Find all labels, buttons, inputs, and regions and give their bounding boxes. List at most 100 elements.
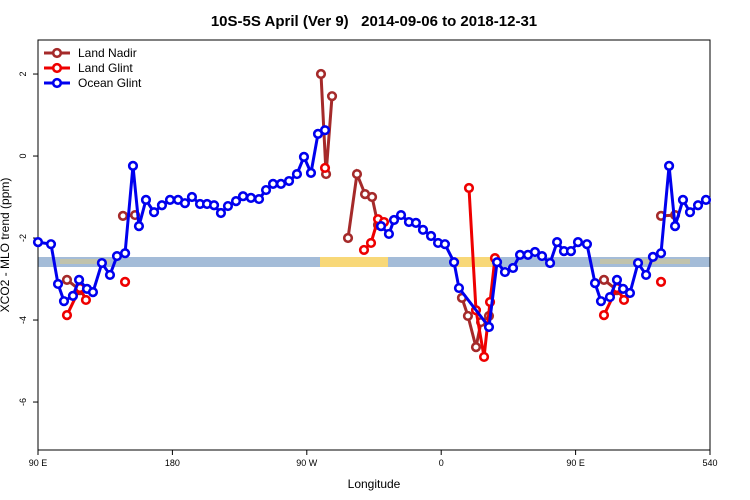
data-point	[222, 200, 234, 212]
data-point	[366, 191, 378, 203]
data-point	[179, 198, 191, 209]
data-point	[298, 151, 310, 162]
data-point	[365, 237, 377, 249]
data-point	[133, 221, 145, 232]
data-point	[96, 257, 108, 269]
legend-label: Ocean Glint	[78, 76, 142, 90]
data-point	[230, 196, 242, 207]
legend-marker	[51, 47, 63, 59]
data-point	[655, 276, 667, 288]
y-tick-label: -4	[18, 316, 28, 324]
data-point	[383, 228, 395, 240]
data-point	[305, 167, 317, 178]
data-point	[315, 68, 327, 80]
data-point	[148, 207, 160, 218]
data-point	[439, 239, 451, 250]
data-point	[499, 266, 511, 278]
data-point	[618, 294, 630, 306]
data-point	[253, 193, 265, 205]
data-point	[565, 246, 577, 257]
data-point	[491, 257, 503, 268]
data-point	[700, 194, 712, 205]
data-point	[117, 210, 129, 221]
data-point	[358, 244, 370, 256]
data-point	[326, 91, 338, 102]
data-point	[453, 282, 465, 294]
data-point	[514, 249, 526, 260]
data-point	[375, 221, 387, 232]
land-band	[456, 257, 500, 267]
data-point	[544, 257, 556, 269]
data-point	[208, 200, 220, 211]
data-point	[663, 160, 675, 171]
data-point	[245, 192, 257, 203]
data-point	[581, 239, 593, 250]
data-point	[692, 200, 704, 211]
land-band	[600, 259, 690, 264]
x-axis-label: Longitude	[348, 477, 401, 491]
data-point	[611, 274, 623, 285]
data-point	[342, 232, 354, 244]
data-point	[119, 276, 131, 288]
land-band	[320, 257, 388, 267]
data-point	[463, 182, 475, 194]
data-point	[572, 237, 584, 248]
data-point	[104, 269, 116, 281]
data-point	[275, 178, 287, 190]
data-point	[140, 194, 152, 205]
legend-marker	[51, 77, 63, 89]
data-point	[551, 237, 563, 248]
data-point	[624, 287, 636, 299]
x-tick-label: 90 E	[566, 458, 585, 468]
data-point	[32, 237, 44, 248]
data-point	[61, 274, 73, 285]
data-point	[617, 283, 629, 294]
data-point	[80, 294, 92, 306]
data-point	[45, 239, 57, 250]
x-tick-label: 90 W	[296, 458, 318, 468]
data-point	[640, 269, 652, 281]
legend-marker	[51, 62, 63, 74]
data-point	[67, 290, 79, 301]
x-tick-label: 540	[702, 458, 717, 468]
data-point	[483, 321, 495, 333]
data-point	[529, 246, 541, 258]
data-point	[267, 178, 279, 190]
data-point	[536, 250, 548, 262]
data-point	[677, 194, 689, 205]
y-tick-label: -6	[18, 398, 28, 406]
data-point	[111, 250, 123, 262]
data-point	[237, 191, 249, 202]
map-band	[38, 257, 710, 267]
data-point	[388, 214, 400, 226]
data-point	[73, 274, 85, 285]
data-point	[669, 221, 681, 232]
land-band	[60, 259, 110, 264]
data-point	[186, 191, 198, 203]
data-point	[417, 224, 429, 235]
data-point	[319, 162, 331, 174]
data-point	[61, 310, 73, 321]
x-tick-label: 0	[439, 458, 444, 468]
data-point	[52, 278, 64, 290]
data-point	[598, 310, 610, 321]
data-point	[164, 194, 176, 205]
data-point	[319, 125, 331, 136]
legend-label: Land Nadir	[78, 46, 137, 60]
data-point	[507, 262, 519, 274]
chart-title: 10S-5S April (Ver 9) 2014-09-06 to 2018-…	[211, 13, 537, 30]
data-point	[448, 257, 460, 268]
y-tick-label: 2	[18, 72, 28, 77]
data-point	[260, 184, 272, 196]
data-point	[156, 200, 168, 211]
y-tick-label: 0	[18, 154, 28, 159]
data-point	[87, 287, 99, 298]
data-point	[127, 160, 139, 171]
data-point	[291, 168, 303, 180]
data-point	[655, 248, 667, 259]
data-point	[470, 341, 482, 353]
data-point	[395, 209, 407, 221]
data-point	[595, 296, 607, 307]
data-point	[684, 207, 696, 218]
